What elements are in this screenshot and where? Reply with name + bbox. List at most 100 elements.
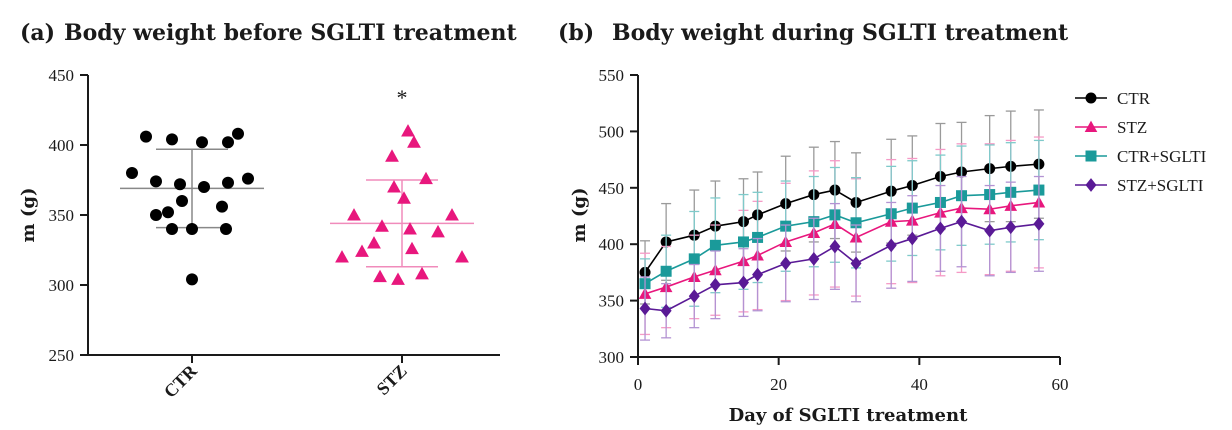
y-tick-label: 300 <box>599 348 625 367</box>
legend-marker <box>1085 150 1097 162</box>
y-tick-label: 400 <box>49 136 75 155</box>
data-point <box>709 277 721 292</box>
y-tick-label: 400 <box>599 235 625 254</box>
data-point <box>738 236 749 248</box>
significance-annotation: * <box>397 85 408 110</box>
legend-label: STZ+SGLTI <box>1117 176 1204 195</box>
y-tick-label: 300 <box>49 276 75 295</box>
series-ctr-sglti <box>639 139 1045 310</box>
legend-label: CTR+SGLTI <box>1117 147 1207 166</box>
data-point <box>150 209 162 221</box>
data-point <box>355 244 369 257</box>
data-point <box>709 239 721 251</box>
y-tick-label: 350 <box>49 206 75 225</box>
panel-b-series <box>638 109 1046 341</box>
data-point <box>162 206 174 219</box>
data-point <box>660 265 672 277</box>
panel-b-x-axis-label: Day of SGLTI treatment <box>729 405 968 426</box>
panel-a-title: Body weight before SGLTI treatment <box>64 20 517 46</box>
legend-item: STZ+SGLTI <box>1075 176 1204 195</box>
data-point <box>934 221 946 236</box>
x-category-label: STZ <box>373 361 411 399</box>
data-point <box>906 231 918 246</box>
data-point <box>347 208 361 221</box>
data-point <box>688 253 700 265</box>
panel-b-label: (b) <box>558 20 594 46</box>
series-line <box>644 220 1039 312</box>
data-point <box>222 136 234 149</box>
data-point <box>752 267 764 282</box>
data-point <box>140 130 152 143</box>
data-point <box>780 256 792 271</box>
panel-b-y-ticks: 300 350 400 450 500 550 <box>599 66 638 367</box>
data-point <box>186 273 198 286</box>
legend-item: CTR <box>1075 89 1151 108</box>
group-stz <box>330 124 474 285</box>
data-point <box>216 200 228 213</box>
data-point <box>415 266 429 280</box>
data-point <box>397 191 411 204</box>
legend-marker <box>1085 178 1097 192</box>
data-point <box>688 289 700 303</box>
data-point <box>196 136 208 149</box>
data-point <box>150 175 162 188</box>
data-point <box>385 149 399 162</box>
data-point <box>367 236 381 249</box>
data-point <box>984 223 996 238</box>
legend-marker <box>1085 92 1097 104</box>
panel-a: (a) Body weight before SGLTI treatment m… <box>18 20 517 402</box>
data-point <box>1005 220 1017 235</box>
data-point <box>850 256 862 271</box>
data-point <box>373 269 387 283</box>
panel-a-groups <box>120 124 474 286</box>
y-tick-label: 250 <box>49 346 75 365</box>
x-tick-label: 60 <box>1052 375 1069 394</box>
legend-label: CTR <box>1117 89 1151 108</box>
data-point <box>391 272 405 285</box>
data-point <box>166 133 178 146</box>
panel-b-x-ticks: 0 20 40 60 <box>634 357 1069 394</box>
panel-a-y-axis-label: m (g) <box>18 188 39 243</box>
legend-item: CTR+SGLTI <box>1075 147 1207 166</box>
panel-a-y-ticks: 250 300 350 400 450 <box>49 66 88 365</box>
data-point <box>752 231 764 243</box>
y-tick-label: 500 <box>599 122 625 141</box>
data-point <box>242 172 254 185</box>
data-point <box>403 222 417 235</box>
data-point <box>232 127 244 140</box>
data-point <box>445 208 459 221</box>
data-point <box>660 303 672 318</box>
data-point <box>850 217 862 229</box>
data-point <box>405 241 419 255</box>
data-point <box>198 181 210 193</box>
data-point <box>956 214 968 229</box>
panel-a-label: (a) <box>20 20 55 46</box>
legend-marker <box>1084 120 1098 133</box>
panel-b-title: Body weight during SGLTI treatment <box>612 20 1069 46</box>
y-tick-label: 450 <box>599 179 625 198</box>
x-tick-label: 40 <box>911 375 928 394</box>
series-line <box>644 201 1039 295</box>
data-point <box>419 171 433 185</box>
x-tick-label: 20 <box>770 375 787 394</box>
series-stz-sglti <box>639 175 1045 341</box>
data-point <box>176 195 188 207</box>
data-point <box>455 250 469 263</box>
y-tick-label: 550 <box>599 66 625 85</box>
legend-item: STZ <box>1075 118 1147 137</box>
y-tick-label: 350 <box>599 292 625 311</box>
x-tick-label: 0 <box>634 375 643 394</box>
legend-label: STZ <box>1117 118 1147 137</box>
y-tick-label: 450 <box>49 66 75 85</box>
data-point <box>166 223 178 235</box>
data-point <box>738 275 749 290</box>
data-point <box>829 239 841 254</box>
data-point <box>174 178 186 191</box>
data-point <box>335 250 349 263</box>
data-point <box>407 135 421 148</box>
group-ctr <box>120 127 264 286</box>
data-point <box>220 223 232 235</box>
data-point <box>401 124 415 137</box>
panel-a-x-categories: CTR STZ <box>160 355 411 402</box>
